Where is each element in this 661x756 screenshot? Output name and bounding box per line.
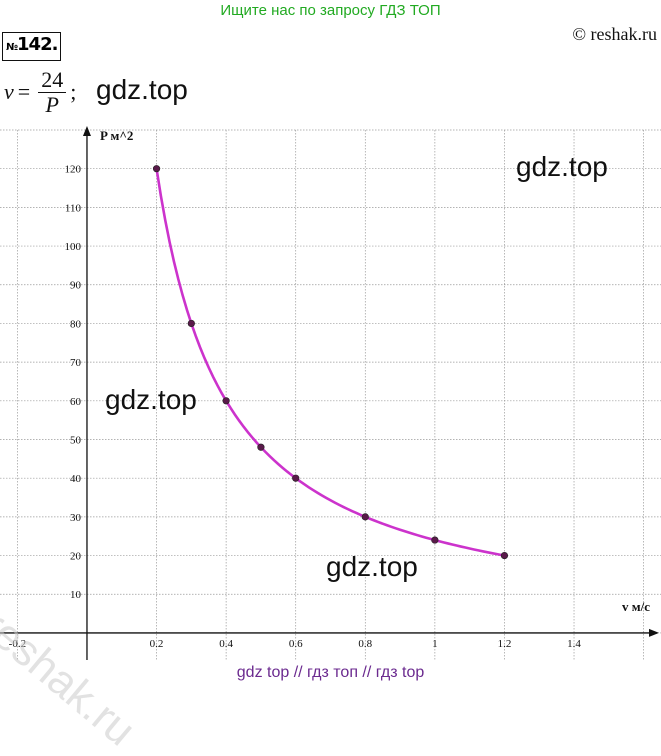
formula-fraction: 24 P [38, 67, 67, 117]
number-sign: № [6, 42, 18, 53]
data-points [152, 165, 509, 560]
x-tick-label: 0.2 [150, 638, 164, 650]
formula-lhs: v [4, 79, 14, 104]
x-tick-label: 0.6 [289, 638, 303, 650]
data-point [222, 397, 230, 405]
watermark-2: gdz.top [516, 151, 608, 182]
task-number-value: 142. [17, 34, 58, 55]
x-tick-label: 1.2 [498, 638, 512, 650]
data-point [292, 474, 300, 482]
search-banner: Ищите нас по запросу ГДЗ ТОП [220, 2, 441, 19]
data-point [500, 551, 509, 560]
data-point [152, 165, 161, 173]
y-tick-label: 40 [70, 473, 82, 485]
formula: v = 24 P ; [4, 64, 76, 120]
y-tick-label: 110 [65, 202, 82, 214]
watermark-3: gdz.top [105, 384, 197, 415]
data-point [257, 443, 265, 451]
y-tick-label: 100 [64, 241, 81, 253]
x-axis-label: v м/с [622, 599, 650, 614]
x-tick-label: 0.8 [358, 638, 372, 650]
y-tick-label: 30 [70, 512, 82, 524]
series-line [155, 168, 505, 557]
tick-labels: -0.2 0.2 0.4 0.6 0.8 1 1.2 1.4 10 20 30 40 50 60 70 80 9… [9, 164, 582, 650]
x-tick-label: 0.4 [219, 638, 233, 650]
x-tick-label: 1.4 [567, 638, 581, 650]
y-tick-label: 20 [70, 551, 82, 563]
data-point [431, 536, 439, 544]
y-tick-label: 80 [70, 318, 82, 330]
watermark-4: gdz.top [326, 551, 418, 582]
y-tick-label: 70 [70, 357, 82, 369]
x-tick-label: -0.2 [9, 638, 26, 650]
formula-equals: = [17, 79, 31, 104]
formula-numerator: 24 [38, 67, 67, 93]
data-point [361, 513, 369, 521]
task-number: №142. [2, 32, 62, 61]
y-axis-arrow [82, 126, 91, 136]
chart: -0.2 0.2 0.4 0.6 0.8 1 1.2 1.4 10 20 30 40 50 60 70 80 9… [0, 126, 661, 660]
y-tick-label: 10 [70, 589, 82, 601]
y-tick-label: 50 [70, 434, 82, 446]
formula-semicolon: ; [70, 79, 77, 104]
data-point [187, 319, 195, 328]
y-tick-label: 60 [70, 396, 82, 408]
y-tick-label: 90 [70, 280, 82, 292]
watermark-1: gdz.top [96, 74, 188, 105]
axes [0, 126, 659, 660]
copyright-text: © reshak.ru [572, 24, 657, 44]
x-tick-label: 1 [432, 638, 438, 650]
y-tick-label: 120 [64, 164, 81, 176]
footer-text: gdz top // гдз топ // гдз top [236, 664, 425, 681]
formula-denominator: P [45, 91, 59, 117]
x-axis-arrow [649, 628, 659, 637]
series-curve [155, 168, 505, 557]
y-axis-label: P м^2 [100, 128, 133, 143]
